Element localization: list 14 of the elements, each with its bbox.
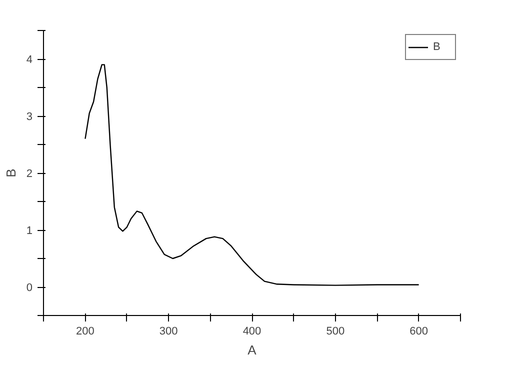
y-tick-label: 2 xyxy=(26,168,33,180)
y-tick-label: 0 xyxy=(26,282,33,294)
x-tick-label: 500 xyxy=(326,326,345,338)
x-tick-label: 400 xyxy=(242,326,262,338)
x-tick-label: 200 xyxy=(76,326,94,338)
y-tick-label: 1 xyxy=(26,225,33,237)
y-axis-title: B xyxy=(3,168,18,178)
x-tick-label: 300 xyxy=(159,326,178,338)
x-tick-label: 600 xyxy=(410,326,428,338)
line-series xyxy=(84,64,420,286)
y-tick-label: 3 xyxy=(26,111,33,123)
legend-label: B xyxy=(433,41,442,53)
y-tick-label: 4 xyxy=(26,54,33,66)
x-axis-title: A xyxy=(248,342,257,358)
